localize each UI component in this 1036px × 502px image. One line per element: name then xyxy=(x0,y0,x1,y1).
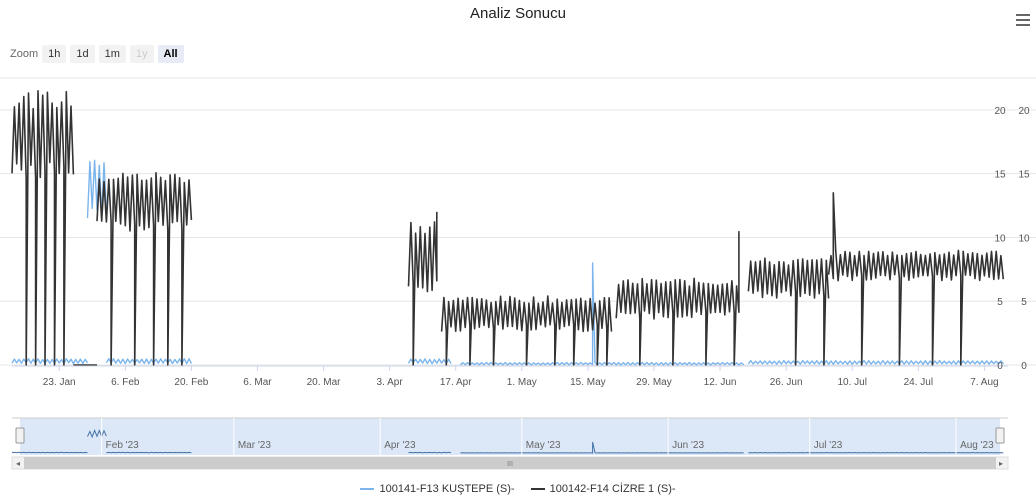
x-tick-label: 17. Apr xyxy=(440,377,472,388)
legend-item-cizre[interactable]: 100142-F14 CİZRE 1 (S)- xyxy=(530,483,676,495)
x-axis: 23. Jan 6. Feb 20. Feb 6. Mar 20. Mar 3. Apr 1… xyxy=(12,365,1008,388)
legend-line-icon xyxy=(530,488,545,490)
series-cizre-line xyxy=(11,90,75,366)
x-tick-label: 3. Apr xyxy=(377,377,404,388)
navigator-series xyxy=(408,451,452,454)
navigator-label: Apr '23 xyxy=(384,440,416,451)
x-tick-label: 20. Feb xyxy=(174,377,208,388)
series-cizre-line xyxy=(96,172,193,366)
series-kustepe-line xyxy=(407,358,452,365)
zoom-bar: Zoom 1h 1d 1m 1y All xyxy=(10,45,188,63)
navigator-series xyxy=(87,429,107,439)
scrollbar-left-arrow-icon: ◂ xyxy=(16,459,20,468)
navigator-label: Feb '23 xyxy=(106,440,139,451)
series-cizre-line xyxy=(615,231,740,366)
y-tick-label: 10 xyxy=(994,233,1006,244)
navigator-mask xyxy=(20,418,1000,455)
navigator[interactable]: Feb '23 Mar '23 Apr '23 May '23 Jun '23 Jul '… xyxy=(11,417,1009,470)
y-tick-label: 5 xyxy=(1021,297,1027,308)
legend-label: 100141-F13 KUŞTEPE (S)- xyxy=(379,483,515,495)
scrollbar-thumb xyxy=(24,457,996,469)
y-tick-label: 5 xyxy=(997,297,1003,308)
y-tick-label: 0 xyxy=(1021,361,1027,372)
navigator-label: Mar '23 xyxy=(238,440,271,451)
zoom-1h-button[interactable]: 1h xyxy=(42,45,67,63)
legend-label: 100142-F14 CİZRE 1 (S)- xyxy=(549,483,676,495)
x-tick-label: 26. Jun xyxy=(770,377,803,388)
y-tick-label: 20 xyxy=(1018,106,1030,117)
series-kustepe-line xyxy=(105,358,193,365)
x-tick-label: 24. Jul xyxy=(904,377,933,388)
navigator-label: Aug '23 xyxy=(960,440,994,451)
zoom-1y-button: 1y xyxy=(129,45,154,63)
zoom-label: Zoom xyxy=(10,48,39,60)
x-tick-label: 10. Jul xyxy=(837,377,866,388)
x-tick-label: 6. Feb xyxy=(111,377,140,388)
x-tick-label: 6. Mar xyxy=(243,377,272,388)
navigator-handle xyxy=(15,427,25,444)
x-tick-label: 29. May xyxy=(636,377,672,388)
zoom-1d-button[interactable]: 1d xyxy=(70,45,95,63)
scrollbar-right-arrow-icon: ▸ xyxy=(999,459,1003,468)
navigator-label: May '23 xyxy=(526,440,561,451)
zoom-all-button[interactable]: All xyxy=(157,45,184,63)
y-tick-label: 20 xyxy=(994,106,1006,117)
y-tick-label: 15 xyxy=(994,170,1006,181)
y-tick-label: 10 xyxy=(1018,233,1030,244)
series-cizre-line xyxy=(747,257,830,366)
y-tick-label: 15 xyxy=(1018,170,1030,181)
x-tick-label: 20. Mar xyxy=(307,377,342,388)
series-kustepe-line xyxy=(11,358,89,365)
menu-icon[interactable] xyxy=(1016,14,1030,28)
series-kustepe-line xyxy=(747,359,1004,365)
legend-item-kustepe[interactable]: 100141-F13 KUŞTEPE (S)- xyxy=(360,483,515,495)
legend: 100141-F13 KUŞTEPE (S)- 100142-F14 CİZRE… xyxy=(0,483,1036,495)
scrollbar-grip: III xyxy=(507,461,513,468)
series-kustepe-line xyxy=(459,262,745,366)
navigator-label: Jul '23 xyxy=(814,440,843,451)
navigator-series xyxy=(106,451,192,454)
x-tick-label: 23. Jan xyxy=(43,377,76,388)
zoom-1m-button[interactable]: 1m xyxy=(98,45,126,63)
x-tick-label: 7. Aug xyxy=(970,377,998,388)
navigator-label: Jun '23 xyxy=(672,440,704,451)
series-cizre-line xyxy=(407,211,438,366)
series-layer xyxy=(11,90,1005,366)
legend-line-icon xyxy=(360,488,375,490)
x-tick-label: 1. May xyxy=(507,377,537,388)
x-tick-label: 12. Jun xyxy=(704,377,737,388)
navigator-series xyxy=(460,441,744,454)
series-cizre-line xyxy=(440,295,613,366)
series-cizre-line xyxy=(827,192,1005,366)
y-tick-label: 0 xyxy=(997,361,1003,372)
navigator-series xyxy=(11,451,88,454)
x-tick-label: 15. May xyxy=(570,377,606,388)
navigator-handle xyxy=(995,427,1005,444)
chart-title: Analiz Sonucu xyxy=(470,5,566,22)
chart-area: 23. Jan 6. Feb 20. Feb 6. Mar 20. Mar 3. Apr 1… xyxy=(0,77,1036,470)
y-axis: 20 15 10 5 0 20 15 10 5 0 xyxy=(994,106,1030,372)
